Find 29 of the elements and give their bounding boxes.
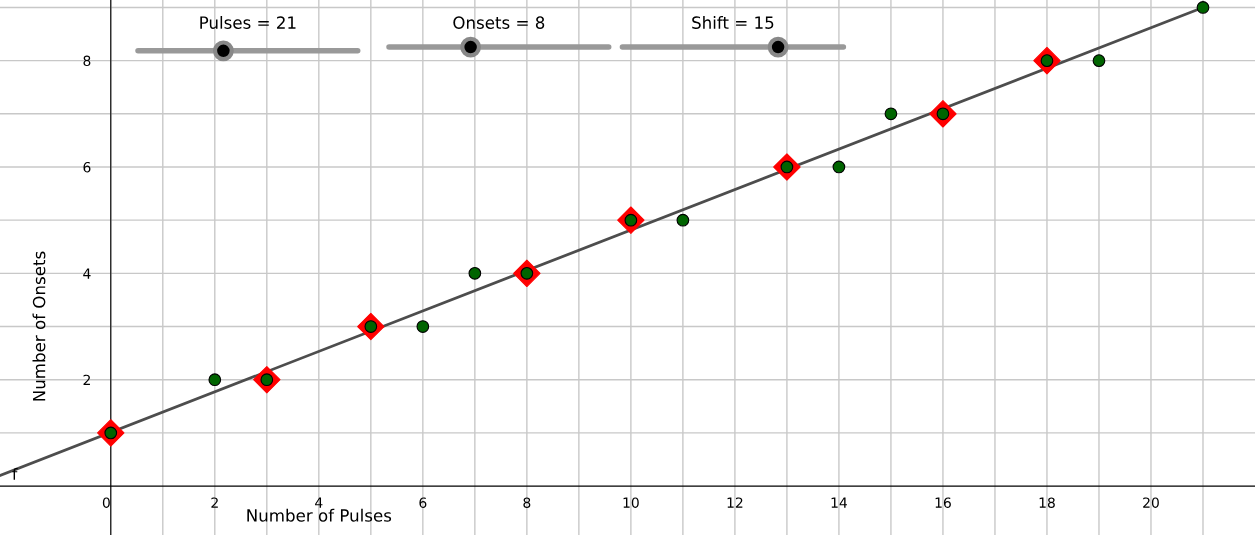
x-tick-label: 10	[623, 497, 639, 508]
annotation: Onsets = 8	[453, 16, 545, 29]
point	[416, 320, 430, 333]
point	[884, 107, 898, 121]
x-tick-label: 16	[935, 497, 951, 508]
point	[208, 373, 222, 387]
x-tick-label: 8	[523, 497, 531, 508]
x-tick-label: 0	[102, 497, 110, 508]
annotation: f	[12, 468, 18, 480]
x-tick-label: 4	[315, 497, 323, 508]
point	[468, 266, 482, 280]
x-tick-label: 18	[1039, 497, 1055, 508]
y-tick-label: 8	[83, 55, 91, 67]
x-tick-label: 6	[419, 497, 427, 508]
y-axis-title: Number of Onsets	[32, 251, 46, 401]
point	[1092, 54, 1106, 67]
x-axis-title: Number of Pulses	[247, 508, 392, 522]
y-tick-label: 6	[83, 161, 91, 173]
x-tick-label: 20	[1143, 497, 1159, 508]
point	[676, 213, 690, 227]
annotation: Pulses = 21	[200, 16, 296, 29]
x-tick-label: 2	[211, 497, 218, 508]
annotation: Shift = 15	[692, 16, 774, 29]
y-tick-label: 4	[83, 268, 91, 279]
x-tick-label: 12	[727, 497, 743, 508]
x-tick-label: 14	[831, 497, 847, 508]
point	[1196, 1, 1210, 14]
point	[832, 160, 846, 174]
y-tick-label: 2	[83, 374, 90, 385]
